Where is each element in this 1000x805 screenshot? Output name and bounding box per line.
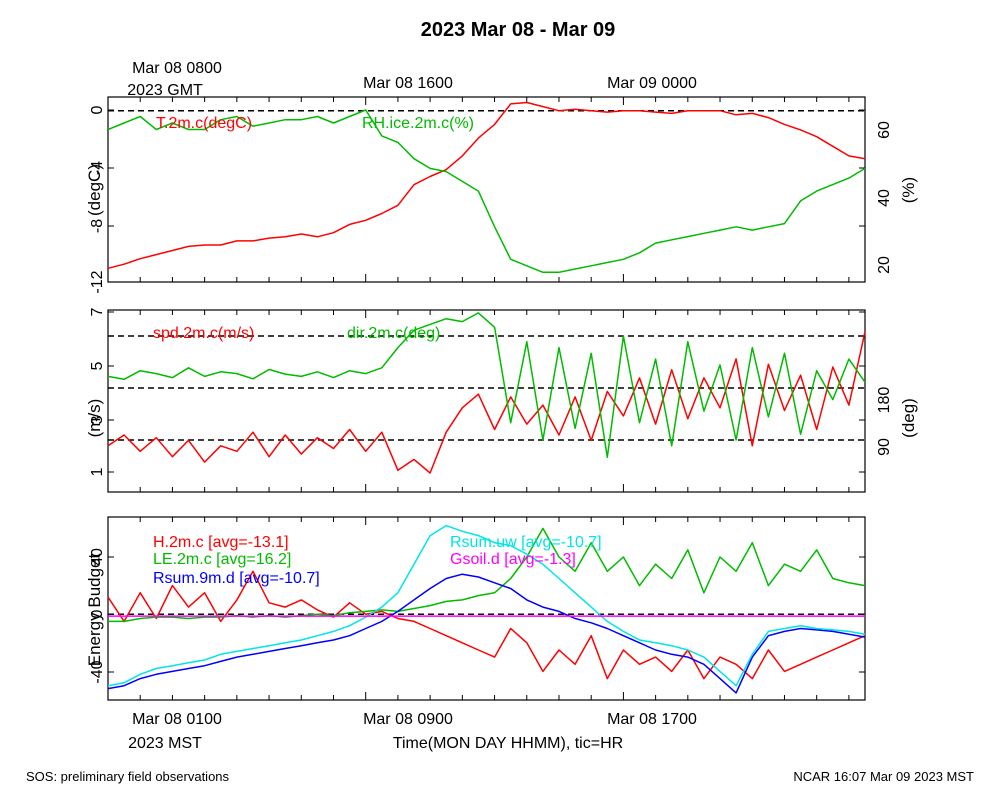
legend-entry: T.2m.c(degC) [156,115,252,132]
y-tick-label-left: -12 [89,270,106,293]
series-line-green [107,109,866,274]
legend-entry: Rsum.9m.d [avg=-10.7] [153,570,320,587]
legend-entry: H.2m.c [avg=-13.1] [153,534,289,551]
series-line-red [107,570,866,680]
y-tick-label-right: 90 [876,438,893,456]
top-axis-first-label-line1: Mar 08 0800 [132,60,222,77]
legend-entry: RH.ice.2m.c(%) [362,115,474,132]
y-axis-label-right: (%) [899,177,918,203]
y-tick-label-left: 5 [89,361,106,370]
y-tick-label-right: 60 [876,121,893,139]
y-axis-label-left: Energy Budget [85,553,104,666]
footer-right: NCAR 16:07 Mar 09 2023 MST [793,769,974,784]
top-axis-first-label-line2: 2023 GMT [127,82,203,99]
legend-entry: Rsum.uw [avg=-10.7] [450,534,602,551]
temperature-humidity-panel: 0 -4 -8 -12 60 40 20 (%) (degC) T.2m.c(degC) RH.ic… [85,96,918,294]
panel-frame [107,309,866,493]
y-tick-label-left: 40 [89,548,106,566]
bottom-axis-label-1: Mar 08 0900 [363,711,453,728]
footer-left: SOS: preliminary field observations [26,769,230,784]
bottom-axis-label-2: Mar 08 1700 [607,711,697,728]
bottom-axis-first-label-line1: Mar 08 0100 [132,711,222,728]
x-axis-title: Time(MON DAY HHMM), tic=HR [393,735,623,752]
series-line-cyan [107,524,866,687]
y-tick-label-left: -8 [89,219,106,233]
legend-entry: LE.2m.c [avg=16.2] [153,551,291,568]
top-axis-label-2: Mar 09 0000 [607,75,697,92]
panel-frame [107,516,866,701]
bottom-axis-first-label-line2: 2023 MST [128,735,202,752]
series-line-red [107,331,866,474]
y-tick-label-right: 40 [876,189,893,207]
series-line-blue [107,573,866,694]
y-tick-label-left: 0 [89,105,106,114]
y-tick-label-right: 180 [876,387,893,414]
series-line-green [107,312,866,459]
y-tick-label-left: 7 [89,307,106,316]
y-tick-label-left: -4 [89,161,106,175]
top-axis-label-1: Mar 08 1600 [363,75,453,92]
legend-entry: Gsoil.d [avg=-1.3] [450,551,576,568]
chart-title: 2023 Mar 08 - Mar 09 [421,19,616,41]
wind-panel: 7 5 3 1 180 90 (deg) (m/s) spd.2m.c(m/s) dir.2m.c… [85,307,918,493]
y-tick-label-left: 1 [89,467,106,476]
y-tick-label-left: 3 [89,415,106,424]
y-axis-label-left: (m/s) [85,399,104,438]
legend-entry: dir.2m.c(deg) [347,325,440,342]
y-axis-label-right: (deg) [899,398,918,438]
y-tick-label-left: 0 [89,609,106,618]
series-line-red [107,101,866,270]
panel-frame [107,96,866,283]
y-tick-label-left: -40 [89,660,106,683]
y-tick-label-right: 20 [876,256,893,274]
y-axis-label-left: (degC) [85,164,104,216]
legend-entry: spd.2m.c(m/s) [153,325,254,342]
